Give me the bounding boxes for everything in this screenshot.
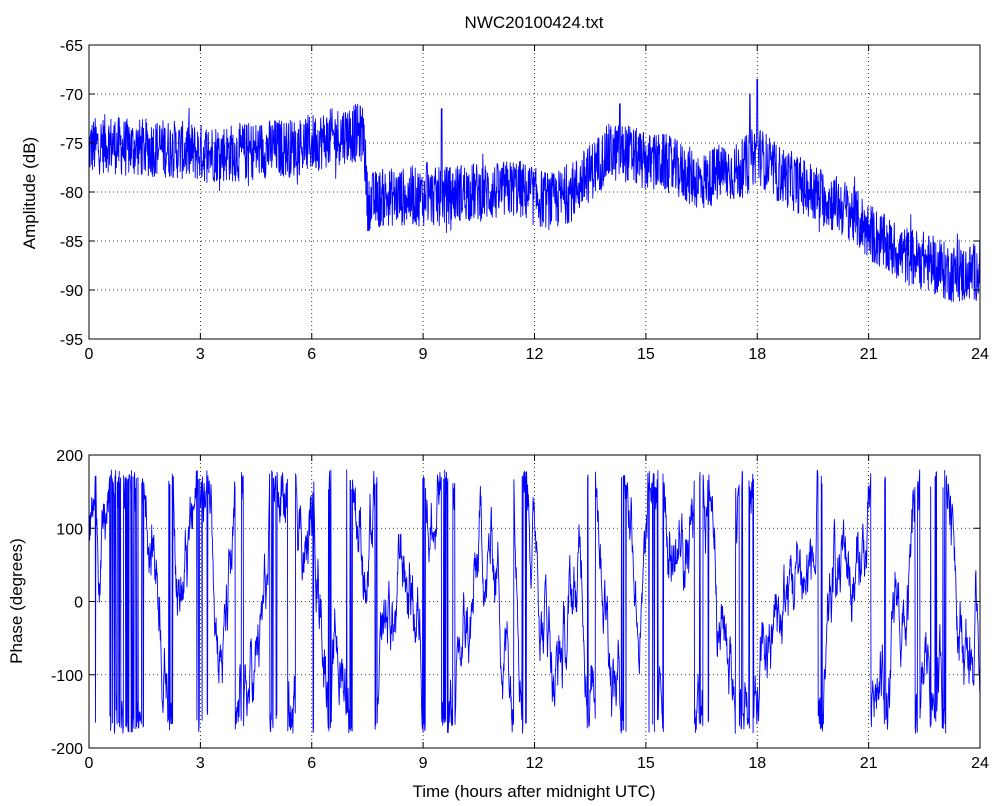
y-tick-label: -200 [51, 741, 83, 758]
phase-x-axis-label: Time (hours after midnight UTC) [412, 782, 655, 801]
x-tick-label: 18 [748, 346, 766, 363]
y-tick-label: -90 [60, 283, 83, 300]
amplitude-series-line [88, 78, 981, 302]
x-tick-label: 21 [860, 346, 878, 363]
x-tick-label: 12 [526, 346, 544, 363]
x-tick-label: 9 [419, 346, 428, 363]
x-tick-label: 6 [307, 755, 316, 772]
x-tick-label: 15 [637, 755, 655, 772]
x-tick-label: 0 [85, 755, 94, 772]
y-tick-label: -75 [60, 136, 83, 153]
y-tick-label: -70 [60, 87, 83, 104]
amplitude-y-ticks: -95 -90 -85 -80 -75 -70 -65 [60, 38, 980, 349]
amplitude-axes: NWC20100424.txt 0 3 6 9 12 15 18 21 24 -95 -90 -85… [20, 13, 989, 363]
y-tick-label: -80 [60, 185, 83, 202]
x-tick-label: 3 [196, 755, 205, 772]
x-tick-label: 0 [85, 346, 94, 363]
x-tick-label: 15 [637, 346, 655, 363]
y-tick-label: -100 [51, 668, 83, 685]
x-tick-label: 18 [748, 755, 766, 772]
phase-plot [88, 469, 981, 734]
x-tick-label: 24 [971, 346, 989, 363]
y-tick-label: -95 [60, 332, 83, 349]
amplitude-y-axis-label: Amplitude (dB) [20, 137, 39, 249]
amplitude-plot [88, 78, 981, 302]
x-tick-label: 24 [971, 755, 989, 772]
phase-series-line [88, 469, 981, 734]
amplitude-x-ticks: 0 3 6 9 12 15 18 21 24 [85, 45, 989, 363]
y-tick-label: 0 [74, 595, 83, 612]
y-tick-label: 100 [56, 521, 83, 538]
x-tick-label: 21 [860, 755, 878, 772]
phase-axes: 0 3 6 9 12 15 18 21 24 -200 -100 0 100 200 Phase (de… [7, 448, 989, 801]
x-tick-label: 9 [419, 755, 428, 772]
y-tick-label: -85 [60, 234, 83, 251]
y-tick-label: -65 [60, 38, 83, 55]
x-tick-label: 3 [196, 346, 205, 363]
phase-y-axis-label: Phase (degrees) [7, 538, 26, 664]
phase-x-ticks: 0 3 6 9 12 15 18 21 24 [85, 455, 989, 772]
y-tick-label: 200 [56, 448, 83, 465]
x-tick-label: 12 [526, 755, 544, 772]
x-tick-label: 6 [307, 346, 316, 363]
phase-y-ticks: -200 -100 0 100 200 [51, 448, 980, 758]
chart-title: NWC20100424.txt [465, 13, 604, 32]
